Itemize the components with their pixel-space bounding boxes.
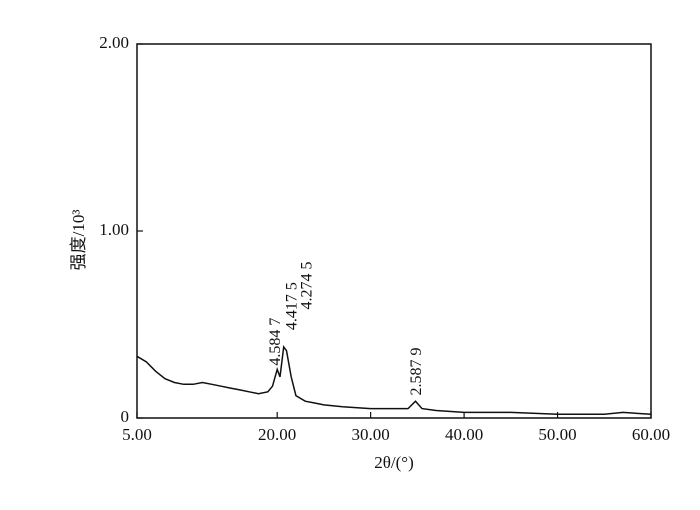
- x-tick-label: 30.00: [352, 425, 390, 444]
- x-tick-label: 50.00: [538, 425, 576, 444]
- x-tick-label: 20.00: [258, 425, 296, 444]
- peak-label: 4.417 5: [284, 282, 301, 330]
- peak-label: 4.274 5: [299, 262, 316, 310]
- x-axis-label: 2θ/(°): [374, 453, 414, 472]
- plot-frame: [136, 43, 652, 419]
- x-tick-label: 60.00: [632, 425, 670, 444]
- x-tick-label: 40.00: [445, 425, 483, 444]
- peak-label: 2.587 9: [408, 348, 425, 396]
- y-tick-label: 2.00: [99, 33, 129, 52]
- y-tick-label: 1.00: [99, 220, 129, 239]
- x-tick-label: 5.00: [122, 425, 152, 444]
- peak-label: 4.584 7: [267, 318, 284, 366]
- y-tick-label: 0: [121, 407, 130, 426]
- data-line: [136, 344, 652, 416]
- y-axis-label: 强度/10³: [69, 210, 88, 271]
